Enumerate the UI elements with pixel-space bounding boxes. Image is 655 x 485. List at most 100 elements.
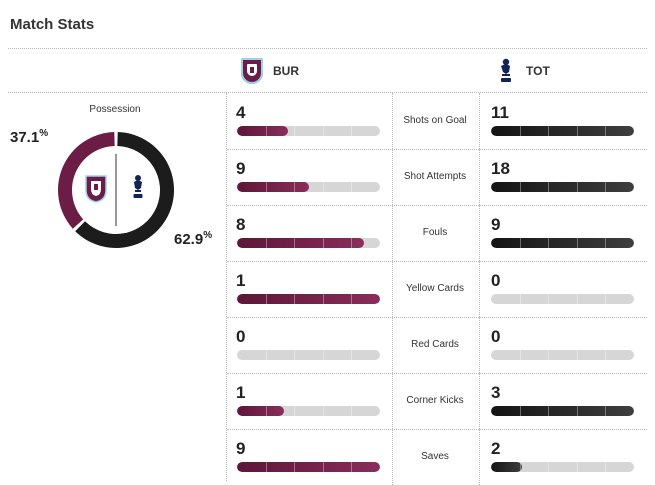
away-stat-value: 11 [491,103,509,122]
row-divider [227,317,647,318]
column-divider [392,149,393,205]
home-stat-bar-fill [237,462,380,472]
home-stat-bar [237,350,380,360]
bar-segment-tick [294,126,296,136]
bar-segment-tick [519,126,521,136]
stat-label: Shot Attempts [403,171,467,182]
bar-segment-tick [576,350,578,360]
home-stat-bar [237,406,380,416]
column-divider [479,429,480,485]
bar-segment-tick [351,406,353,416]
home-possession-pct: 37.1% [10,128,49,146]
away-stat-bar [491,238,634,248]
stat-label: Corner Kicks [406,395,464,406]
home-stat-value: 9 [236,159,246,178]
column-divider [479,205,480,261]
away-stat-bar-fill [491,406,634,416]
away-stat-bar [491,126,634,136]
away-stat-value: 0 [491,271,501,290]
bar-segment-tick [351,182,353,192]
stat-label: Fouls [422,227,448,238]
bar-segment-tick [519,294,521,304]
bar-segment-tick [548,238,550,248]
bar-segment-tick [351,238,353,248]
away-stat-bar [491,406,634,416]
away-stat-value: 18 [491,159,510,178]
column-divider [479,261,480,317]
bar-segment-tick [265,406,267,416]
bar-segment-tick [605,238,607,248]
bar-segment-tick [519,238,521,248]
away-stat-value: 9 [491,215,501,234]
tottenham-crest-icon [501,58,511,82]
stat-label: Red Cards [411,339,459,350]
possession-arc-home [57,132,115,229]
away-stat-bar-fill [491,462,523,472]
column-divider [392,317,393,373]
column-divider [392,205,393,261]
bar-segment-tick [548,350,550,360]
bar-segment-tick [548,406,550,416]
possession-label: Possession [89,104,141,115]
home-stat-bar-fill [237,238,365,248]
bar-segment-tick [605,294,607,304]
team-abbr-home: BUR [273,64,299,78]
home-stat-bar [237,182,380,192]
column-divider [479,373,480,429]
bar-segment-tick [265,126,267,136]
bar-segment-tick [605,182,607,192]
away-stat-value: 2 [491,439,501,458]
row-divider [227,261,647,262]
column-divider [392,373,393,429]
home-stat-value: 9 [236,439,246,458]
bar-segment-tick [548,462,550,472]
stat-label: Yellow Cards [406,283,464,294]
bar-segment-tick [265,462,267,472]
column-divider [226,93,227,481]
away-stat-bar [491,462,634,472]
column-divider [479,317,480,373]
bar-segment-tick [576,182,578,192]
bar-segment-tick [294,182,296,192]
away-possession-pct: 62.9% [174,230,213,248]
bar-segment-tick [605,462,607,472]
column-divider [392,429,393,485]
home-stat-value: 8 [236,215,246,234]
away-stat-bar [491,294,634,304]
possession-donut-chart [57,132,174,248]
bar-segment-tick [294,462,296,472]
bar-segment-tick [605,126,607,136]
bar-segment-tick [265,294,267,304]
team-header-home: BUR [241,56,299,86]
bar-segment-tick [351,294,353,304]
bar-segment-tick [351,350,353,360]
divider [8,48,647,49]
row-divider [227,373,647,374]
panel-title: Match Stats [10,16,95,33]
team-header-away: TOT [496,56,550,86]
bar-segment-tick [294,406,296,416]
home-stat-bar-fill [237,294,380,304]
bar-segment-tick [322,294,324,304]
column-divider [392,93,393,149]
burnley-crest-icon [241,58,263,84]
column-divider [392,261,393,317]
bar-segment-tick [294,350,296,360]
away-stat-value: 3 [491,383,501,402]
bar-segment-tick [548,182,550,192]
home-stat-bar-fill [237,126,289,136]
divider [8,92,647,93]
tottenham-crest-icon [133,175,143,198]
bar-segment-tick [576,238,578,248]
bar-segment-tick [519,462,521,472]
bar-segment-tick [265,350,267,360]
team-abbr-away: TOT [526,64,550,78]
home-stat-bar-fill [237,182,309,192]
stat-label: Shots on Goal [403,115,467,126]
home-stat-bar [237,238,380,248]
bar-segment-tick [576,406,578,416]
bar-segment-tick [519,406,521,416]
bar-segment-tick [322,350,324,360]
bar-segment-tick [605,406,607,416]
bar-segment-tick [351,126,353,136]
